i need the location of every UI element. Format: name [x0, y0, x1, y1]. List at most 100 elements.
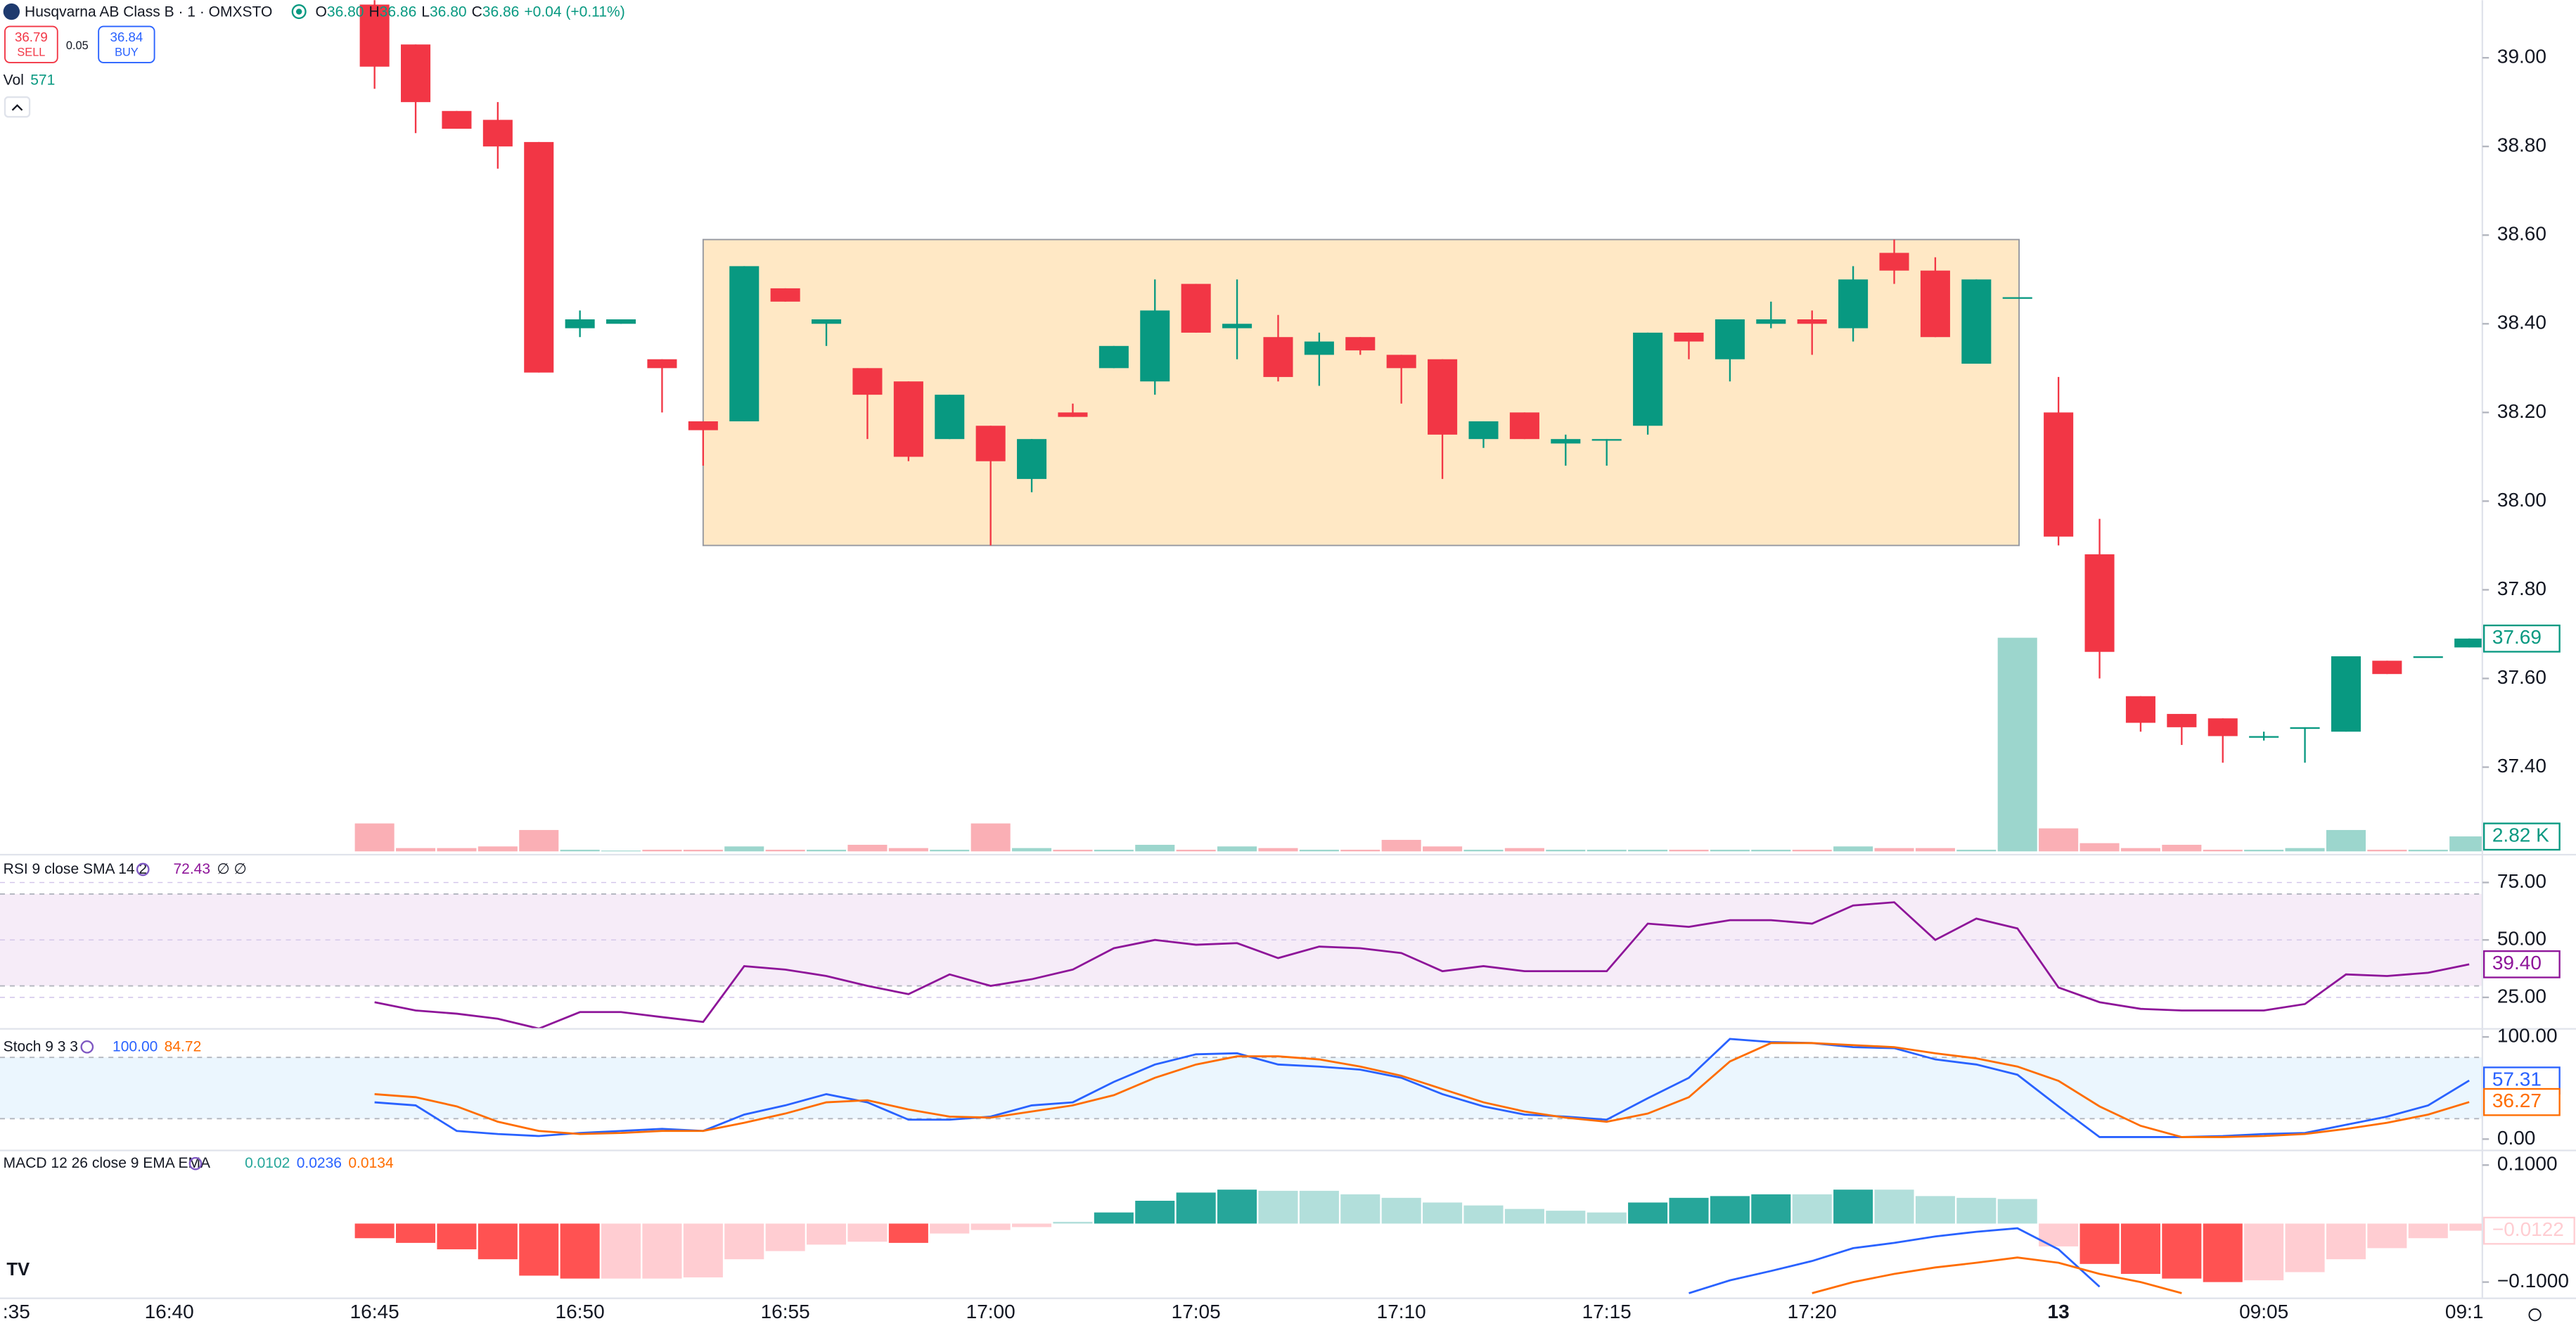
- sell-button[interactable]: [4, 25, 58, 63]
- candle-body: [2331, 656, 2361, 732]
- candle-body: [1140, 310, 1170, 382]
- volume-bar: [478, 846, 518, 852]
- x-tick-label: 16:55: [761, 1301, 810, 1322]
- status-dot-inner: [295, 8, 302, 15]
- macd-histogram-bar: [1587, 1212, 1627, 1224]
- candle-body: [1386, 355, 1416, 369]
- rsi-extra: ∅ ∅: [217, 861, 246, 877]
- last-value-label: 37.69: [2492, 626, 2542, 648]
- candle-body: [1551, 439, 1581, 444]
- macd-histogram-bar: [807, 1223, 847, 1245]
- volume-bar: [1628, 849, 1668, 852]
- rsi-settings-icon[interactable]: [136, 862, 150, 876]
- macd-histogram-bar: [1463, 1205, 1504, 1224]
- candle-body: [1633, 332, 1663, 426]
- pane: [374, 1038, 2470, 1138]
- candle-body: [2084, 554, 2115, 652]
- volume-bar: [1956, 849, 1997, 852]
- symbol-logo[interactable]: [3, 3, 20, 20]
- y-tick-label: 100.00: [2497, 1025, 2558, 1047]
- o-value: 36.80: [327, 4, 364, 20]
- volume-bar: [724, 846, 764, 852]
- macd-histogram-bar: [1053, 1221, 1093, 1224]
- volume-bar: [601, 850, 641, 852]
- volume-bar: [1792, 849, 1832, 852]
- candle-body: [1715, 319, 1745, 359]
- stoch-k-value: 100.00: [113, 1038, 158, 1054]
- sell-label: SELL: [17, 46, 45, 58]
- candle-body: [893, 381, 923, 457]
- stoch-title: Stoch 9 3 3: [4, 1038, 78, 1054]
- y-tick-label: 39.00: [2497, 46, 2546, 68]
- candle-body: [1591, 439, 1622, 441]
- y-tick-label: 37.40: [2497, 755, 2546, 777]
- macd-histogram-bar: [1710, 1196, 1750, 1224]
- candle-body: [647, 359, 677, 369]
- y-tick-label: −0.1000: [2497, 1270, 2569, 1291]
- candle-body: [482, 120, 513, 147]
- candle-body: [1674, 332, 1704, 342]
- candle-body: [606, 319, 636, 324]
- volume-bar: [765, 849, 805, 852]
- tv-logo[interactable]: TV: [6, 1260, 30, 1280]
- candle-body: [2044, 412, 2074, 537]
- main-layer: [354, 0, 2482, 1294]
- volume-bar: [2449, 836, 2482, 852]
- change-value: +0.04 (+0.11%): [524, 4, 624, 20]
- macd-histogram-bar: [478, 1223, 518, 1260]
- buy-label: BUY: [115, 46, 139, 58]
- x-tick-label: 17:10: [1377, 1301, 1426, 1322]
- last-value-box: [2483, 1216, 2575, 1245]
- collapse-button[interactable]: [4, 96, 31, 118]
- settings-icon[interactable]: [2528, 1308, 2542, 1322]
- x-tick-label: 13: [2048, 1301, 2070, 1322]
- y-tick-label: 50.00: [2497, 928, 2546, 950]
- volume-bar: [683, 849, 723, 852]
- candle-body: [812, 319, 842, 324]
- candle-body: [2002, 297, 2032, 299]
- candle-body: [1222, 324, 1252, 329]
- volume-bar: [437, 848, 477, 852]
- volume-bar: [888, 848, 928, 852]
- last-value-box: [2483, 624, 2561, 653]
- signal-value: 0.0134: [348, 1155, 394, 1171]
- pane: [374, 901, 2470, 1029]
- macd-histogram-bar: [1833, 1190, 1873, 1224]
- macd-histogram-bar: [2244, 1223, 2284, 1281]
- candle-body: [442, 110, 472, 129]
- candle-body: [1304, 341, 1334, 355]
- candle-body: [565, 319, 595, 329]
- volume-legend: Vol 571: [4, 72, 56, 88]
- last-value-label: 36.27: [2492, 1090, 2542, 1111]
- stoch-settings-icon[interactable]: [80, 1040, 94, 1054]
- buy-button[interactable]: [98, 25, 155, 63]
- macd-histogram-bar: [1258, 1190, 1298, 1224]
- candle-body: [1838, 279, 1869, 329]
- macd-hist-value: 0.0102: [245, 1155, 290, 1171]
- candle-body: [1879, 253, 1909, 271]
- macd-histogram-bar: [519, 1223, 559, 1276]
- macd-histogram-bar: [1423, 1202, 1463, 1224]
- macd-settings-icon[interactable]: [188, 1156, 203, 1171]
- candle-body: [729, 266, 760, 421]
- stoch-legend: Stoch 9 3 3 100.00 84.72: [4, 1038, 202, 1054]
- pane: [0, 881, 2482, 998]
- macd-histogram-bar: [847, 1223, 887, 1242]
- macd-histogram-bar: [1546, 1211, 1586, 1224]
- candle-body: [2207, 718, 2238, 736]
- macd-histogram-bar: [1176, 1192, 1216, 1224]
- volume-bar: [2408, 849, 2448, 852]
- y-tick-label: 38.80: [2497, 134, 2546, 156]
- last-value-box: [2483, 1088, 2561, 1116]
- macd-histogram-bar: [2408, 1223, 2448, 1239]
- candle-body: [852, 368, 883, 395]
- pane: [0, 1057, 2482, 1120]
- y-tick-label: 37.60: [2497, 666, 2546, 688]
- pane: [359, 0, 2482, 763]
- symbol-title[interactable]: Husqvarna AB Class B · 1 · OMXSTO: [25, 4, 272, 20]
- band: [0, 1057, 2482, 1119]
- macd-histogram-bar: [1915, 1196, 1955, 1224]
- ohlc-legend: O36.80 H36.86 L36.80 C36.86 +0.04 (+0.11%): [316, 4, 625, 20]
- volume-bar: [354, 823, 395, 852]
